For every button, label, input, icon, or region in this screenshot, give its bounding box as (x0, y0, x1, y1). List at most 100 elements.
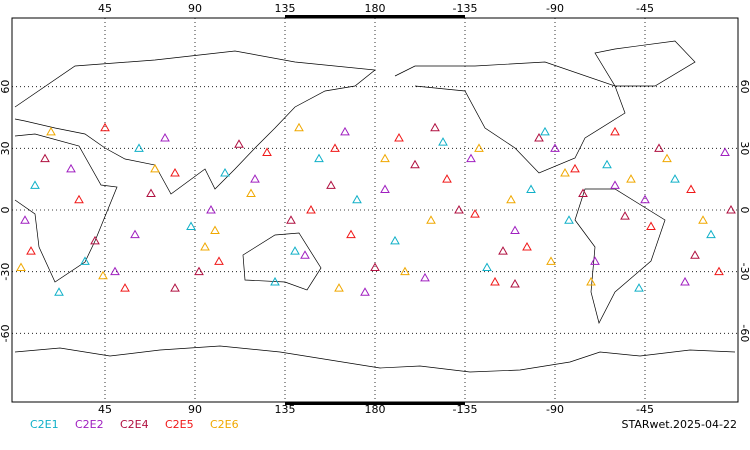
x-tick-label: 135 (275, 2, 296, 15)
observation-marker (620, 211, 630, 220)
observation-marker (482, 262, 492, 272)
observation-marker (510, 225, 520, 235)
legend-entry: C2E6 (210, 418, 239, 431)
observation-marker (526, 184, 536, 193)
observation-marker (522, 241, 532, 251)
observation-marker (438, 137, 448, 146)
observation-marker (346, 229, 356, 239)
observation-marker (146, 188, 156, 198)
x-tick-label: -135 (453, 403, 478, 416)
observation-marker (40, 153, 50, 163)
x-tick-label: 135 (275, 403, 296, 416)
observation-marker (470, 209, 480, 218)
observation-marker (16, 262, 26, 272)
observation-marker (498, 246, 508, 255)
y-tick-label: -60 (738, 324, 750, 342)
observation-marker (214, 256, 224, 265)
observation-marker (246, 188, 256, 198)
frame-bar (285, 402, 465, 405)
observation-marker (150, 163, 160, 173)
x-tick-label: -45 (636, 2, 654, 15)
observation-marker (262, 147, 272, 156)
observation-marker (360, 287, 370, 296)
observation-marker (510, 278, 520, 288)
observation-marker (626, 174, 636, 183)
observation-marker (410, 159, 420, 169)
observation-marker (74, 194, 84, 204)
frame-bar (285, 15, 465, 18)
observation-marker (200, 241, 210, 251)
observation-marker (466, 153, 476, 163)
observation-marker (400, 266, 410, 276)
observation-marker (420, 272, 430, 282)
observation-marker (326, 180, 336, 189)
observation-marker (540, 126, 550, 136)
observation-marker (698, 215, 708, 224)
observation-marker (654, 143, 664, 152)
y-tick-label: 60 (0, 80, 12, 94)
observation-marker (590, 256, 600, 265)
observation-marker (564, 215, 574, 224)
observation-marker (550, 143, 560, 152)
legend: C2E1 C2E2 C2E4 C2E5 C2E6 (30, 418, 239, 431)
observation-marker (90, 235, 100, 245)
observation-marker (560, 167, 570, 177)
observation-marker (220, 167, 230, 177)
observation-marker (330, 143, 340, 152)
observation-marker (306, 204, 316, 214)
observation-marker (426, 215, 436, 224)
observation-marker (454, 204, 464, 214)
observation-marker (690, 250, 700, 259)
observation-marker (534, 133, 544, 142)
observation-marker (506, 194, 516, 204)
observation-marker (286, 215, 296, 224)
legend-entry: C2E5 (165, 418, 194, 431)
observation-marker (334, 283, 344, 292)
y-tick-label: 60 (738, 80, 750, 94)
observation-marker (20, 215, 30, 224)
x-tick-label: -135 (453, 2, 478, 15)
legend-entry: C2E2 (75, 418, 104, 431)
observation-marker (726, 204, 736, 214)
observation-marker (250, 174, 260, 183)
observation-marker (610, 126, 620, 136)
observation-marker (474, 143, 484, 152)
observation-marker (314, 153, 324, 163)
observation-marker (680, 276, 690, 286)
observation-marker (210, 225, 220, 235)
observation-marker (686, 184, 696, 193)
observation-marker (170, 167, 180, 177)
legend-entry: C2E4 (120, 418, 149, 431)
observation-marker (100, 122, 110, 132)
x-tick-label: -45 (636, 403, 654, 416)
observation-marker (546, 256, 556, 265)
y-tick-label: -60 (0, 324, 12, 342)
observation-marker (206, 204, 216, 214)
observation-marker (340, 126, 350, 136)
observation-marker (300, 250, 310, 259)
observation-marker (110, 266, 120, 276)
observation-marker (394, 133, 404, 142)
observation-marker (640, 194, 650, 204)
observation-marker (602, 159, 612, 169)
observation-marker (290, 246, 300, 255)
coastlines (14, 40, 736, 373)
legend-entry: C2E1 (30, 418, 59, 431)
y-tick-label: 0 (0, 207, 12, 214)
observation-marker (66, 163, 76, 173)
observation-marker (380, 153, 390, 163)
observation-marker (490, 276, 500, 286)
observation-marker (194, 266, 204, 276)
observation-marker (80, 256, 90, 265)
x-tick-label: 45 (98, 403, 112, 416)
footer: STARwet.2025-04-22 (621, 418, 737, 431)
observation-marker (46, 126, 56, 136)
y-tick-label: 0 (738, 207, 750, 214)
observation-marker (30, 180, 40, 189)
observation-marker (370, 262, 380, 272)
x-tick-label: -90 (546, 403, 564, 416)
observation-marker (570, 163, 580, 173)
y-tick-label: 30 (0, 141, 12, 155)
observation-marker (662, 153, 672, 163)
observation-marker (634, 283, 644, 292)
